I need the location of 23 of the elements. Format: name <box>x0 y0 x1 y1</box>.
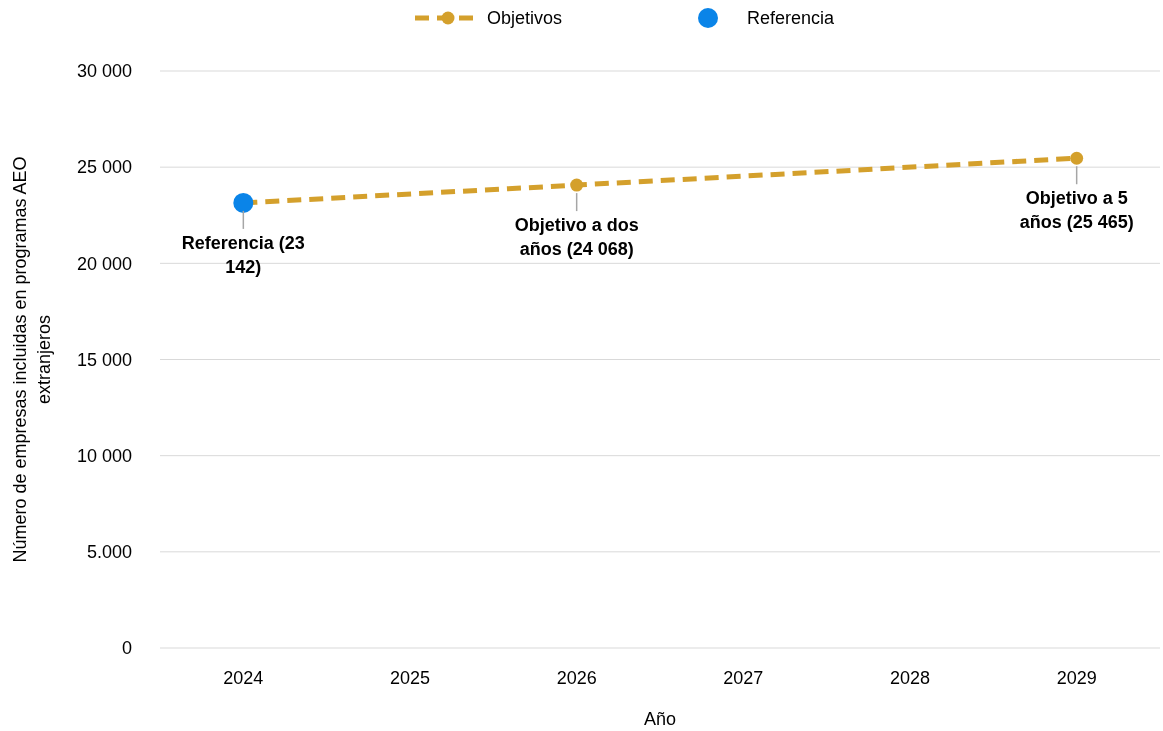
annotation: Objetivo a 5 años (25 465) <box>1019 188 1134 233</box>
y-tick-label: 20 000 <box>76 253 132 274</box>
y-axis-title: Número de empresas incluidas en programas AEO extranjeros <box>10 156 54 563</box>
annotation: Referencia (23 142) <box>181 232 305 277</box>
y-tick-label: 0 <box>121 638 132 659</box>
annotation: Objetivo a dos años (24 068) <box>514 215 639 260</box>
x-tick-label: 2026 <box>556 668 597 688</box>
x-tick-label: 2027 <box>723 668 764 688</box>
legend-label: Referencia <box>747 8 836 29</box>
y-tick-label: 5.000 <box>86 542 132 563</box>
point <box>570 178 584 192</box>
y-tick-label: 15 000 <box>76 349 132 370</box>
x-axis-title: Año <box>643 709 677 729</box>
x-tick-label: 2029 <box>1056 668 1097 688</box>
legend-label: Objetivos <box>487 8 563 29</box>
y-tick-label: 10 000 <box>76 445 132 466</box>
y-tick-label: 25 000 <box>76 157 132 178</box>
point <box>1070 151 1084 165</box>
x-tick-label: 2024 <box>223 668 264 688</box>
x-tick-label: 2025 <box>389 668 431 688</box>
y-tick-label: 30 000 <box>76 61 132 82</box>
point <box>233 192 254 213</box>
x-tick-label: 2028 <box>889 668 931 688</box>
